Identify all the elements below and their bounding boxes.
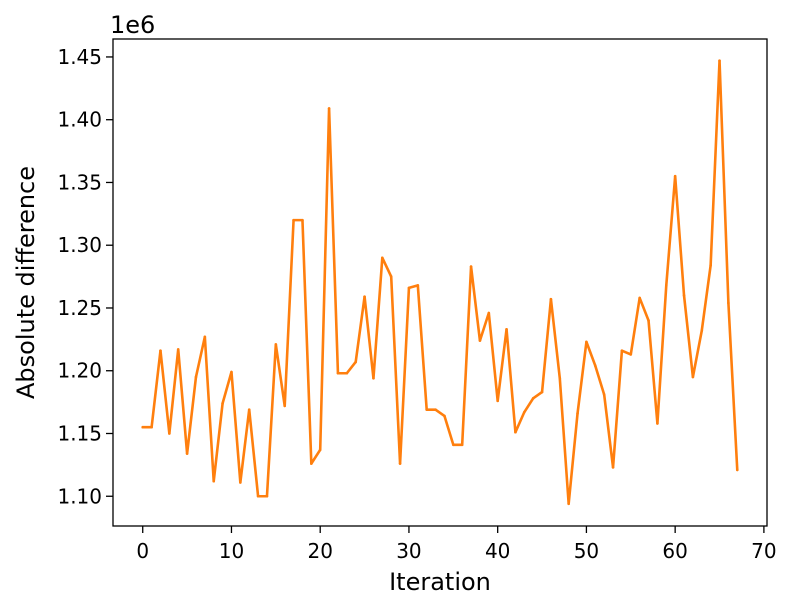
data-point [443, 414, 446, 418]
x-tick-label: 40 [485, 539, 510, 563]
data-point [664, 284, 668, 287]
data-point [735, 468, 739, 472]
data-point [576, 412, 579, 415]
x-tick-label: 20 [307, 539, 332, 563]
y-tick-label: 1.40 [57, 108, 102, 132]
x-tick-label: 0 [136, 539, 149, 563]
data-point [389, 275, 393, 278]
data-point [221, 402, 224, 405]
x-axis-ticks: 0 10 20 30 40 50 60 70 [136, 526, 777, 563]
data-point [247, 408, 251, 411]
data-point [567, 502, 570, 506]
plot-area-frame [112, 38, 768, 527]
data-point [531, 397, 535, 400]
data-point [239, 481, 242, 484]
data-point [602, 393, 606, 396]
data-point [452, 443, 455, 447]
data-point [159, 349, 162, 352]
data-point [283, 404, 287, 408]
x-tick-label: 50 [574, 539, 599, 563]
data-point [673, 174, 677, 178]
data-point [709, 264, 712, 267]
data-point [212, 479, 216, 483]
data-point [523, 410, 526, 414]
data-point [203, 335, 207, 339]
series-line [141, 59, 739, 506]
data-point [558, 376, 562, 380]
data-point [398, 462, 402, 465]
data-point [363, 295, 366, 298]
data-point [647, 319, 650, 322]
data-point [327, 107, 331, 110]
data-point [256, 494, 260, 498]
data-point [194, 375, 198, 379]
data-point [292, 218, 295, 222]
data-point [620, 349, 624, 352]
data-point [318, 448, 322, 452]
data-point [718, 59, 721, 63]
data-point [150, 425, 153, 429]
data-point [540, 390, 544, 394]
data-point [381, 256, 384, 260]
y-tick-label: 1.20 [57, 359, 102, 383]
data-point [354, 360, 357, 364]
data-point [310, 462, 313, 465]
y-axis-label: Absolute difference [12, 166, 40, 399]
data-point [478, 339, 482, 342]
x-tick-label: 70 [751, 539, 776, 563]
data-point [141, 425, 145, 429]
data-point [656, 422, 659, 425]
y-axis-ticks: 1.10 1.15 1.20 1.25 1.30 1.35 1.40 1.45 [57, 45, 113, 508]
x-axis-label: Iteration [389, 568, 491, 596]
data-point [487, 311, 491, 315]
data-point [585, 340, 588, 344]
y-tick-label: 1.35 [57, 170, 102, 194]
y-axis-multiplier: 1e6 [110, 11, 155, 39]
data-point [727, 301, 730, 305]
data-point [700, 329, 704, 332]
data-point [682, 294, 686, 297]
y-tick-label: 1.10 [57, 484, 102, 508]
data-point [416, 284, 420, 287]
data-point [425, 408, 428, 411]
data-point [514, 430, 517, 434]
data-point [265, 494, 269, 498]
data-point [629, 353, 633, 356]
data-point [460, 443, 464, 447]
data-point [176, 348, 180, 351]
data-point [407, 286, 411, 290]
y-tick-label: 1.30 [57, 233, 102, 257]
y-tick-label: 1.25 [57, 296, 102, 320]
data-point [230, 370, 233, 374]
data-point [274, 343, 278, 346]
data-point [611, 466, 615, 469]
data-point [185, 452, 189, 455]
data-point [336, 371, 340, 375]
y-tick-label: 1.15 [57, 421, 102, 445]
data-point [691, 375, 695, 379]
data-point [638, 296, 641, 300]
data-point [372, 376, 375, 380]
y-tick-label: 1.45 [57, 45, 102, 69]
x-tick-label: 10 [219, 539, 244, 563]
data-point [549, 297, 553, 301]
data-point [168, 432, 171, 435]
data-point [434, 408, 437, 411]
data-point [505, 328, 508, 331]
x-tick-label: 30 [396, 539, 421, 563]
data-point [496, 399, 499, 403]
data-points [141, 59, 739, 506]
data-point [469, 265, 473, 268]
data-point [593, 364, 597, 368]
data-point [301, 218, 304, 222]
data-point [345, 371, 349, 375]
x-tick-label: 60 [662, 539, 687, 563]
